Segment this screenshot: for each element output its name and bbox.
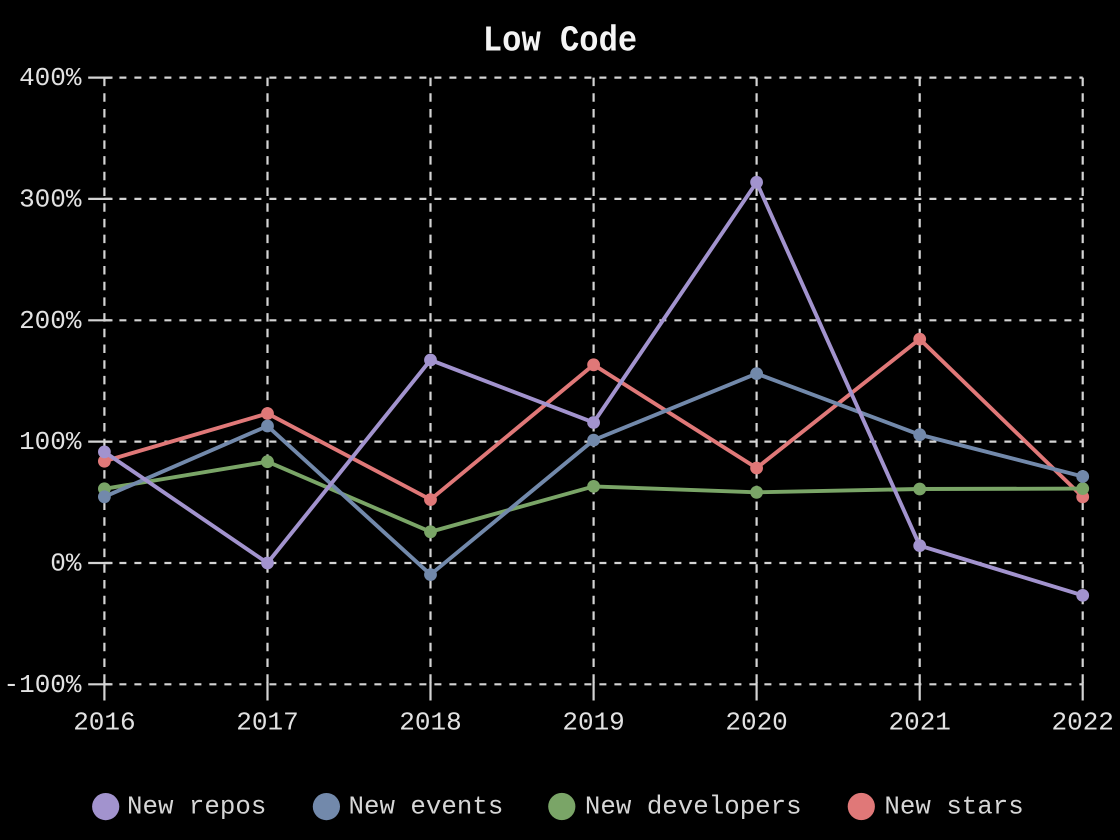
svg-text:300%: 300% <box>19 184 82 214</box>
svg-text:0%: 0% <box>50 549 82 579</box>
svg-text:2020: 2020 <box>725 707 787 737</box>
svg-text:200%: 200% <box>19 306 82 336</box>
svg-text:New developers: New developers <box>585 792 802 821</box>
svg-text:New events: New events <box>349 792 504 821</box>
svg-text:100%: 100% <box>19 427 82 457</box>
svg-text:-100%: -100% <box>3 670 81 700</box>
svg-text:2017: 2017 <box>236 707 298 737</box>
svg-text:2019: 2019 <box>562 707 624 737</box>
svg-text:2021: 2021 <box>888 707 950 737</box>
svg-text:400%: 400% <box>19 63 82 93</box>
svg-text:Low Code: Low Code <box>483 22 637 62</box>
svg-text:New stars: New stars <box>884 792 1023 821</box>
svg-text:2022: 2022 <box>1051 707 1113 737</box>
svg-text:2016: 2016 <box>73 707 135 737</box>
svg-text:2018: 2018 <box>399 707 461 737</box>
svg-text:New repos: New repos <box>127 792 266 821</box>
